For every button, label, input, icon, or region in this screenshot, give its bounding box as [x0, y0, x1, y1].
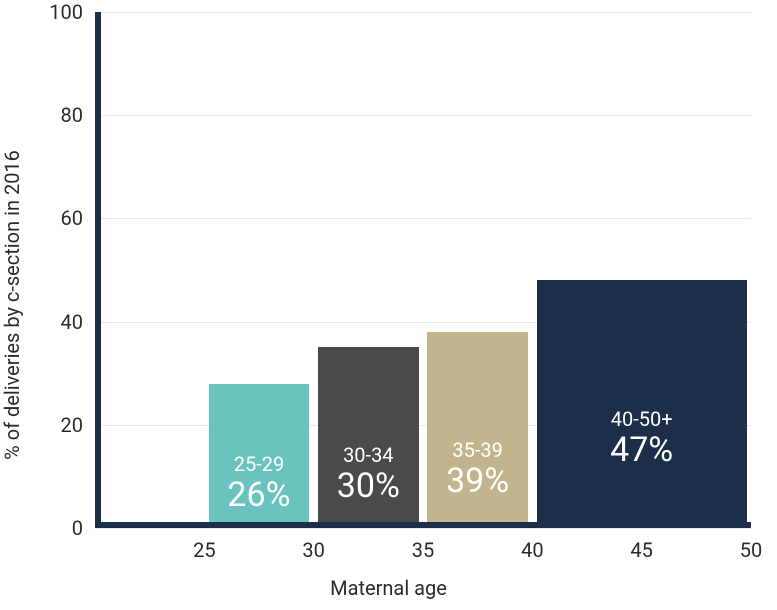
gridline	[95, 218, 751, 219]
x-tick-label: 30	[302, 538, 324, 562]
bar-pct-label: 47%	[537, 433, 747, 469]
bar-0: 25-2926%	[209, 384, 310, 522]
bar-pct-label: 39%	[427, 464, 528, 500]
y-tick-label: 20	[61, 413, 83, 437]
gridline	[95, 115, 751, 116]
bar-range-label: 25-29	[209, 452, 310, 476]
bar-1: 30-3430%	[318, 347, 419, 522]
x-tick-label: 45	[630, 538, 652, 562]
bar-pct-label: 30%	[318, 469, 419, 505]
x-tick-label: 50	[740, 538, 762, 562]
bar-label: 35-3939%	[427, 438, 528, 500]
x-tick-label: 40	[521, 538, 543, 562]
x-axis-label: Maternal age	[0, 576, 777, 600]
bar-2: 35-3939%	[427, 332, 528, 522]
y-axis-line	[95, 12, 101, 528]
gridline	[95, 528, 751, 529]
y-tick-label: 40	[61, 310, 83, 334]
bar-pct-label: 26%	[209, 478, 310, 514]
bar-label: 30-3430%	[318, 443, 419, 505]
gridline	[95, 12, 751, 13]
y-tick-label: 80	[61, 103, 83, 127]
csection-chart: % of deliveries by c-section in 2016 Mat…	[0, 0, 777, 610]
bar-3: 40-50+47%	[537, 280, 747, 522]
bar-range-label: 30-34	[318, 443, 419, 467]
x-tick-label: 35	[412, 538, 434, 562]
y-tick-label: 0	[72, 516, 83, 540]
y-axis-label: % of deliveries by c-section in 2016	[0, 150, 24, 460]
y-tick-label: 100	[49, 0, 83, 24]
bar-range-label: 40-50+	[537, 407, 747, 431]
plot-area: 02040608010025303540455025-2926%30-3430%…	[95, 12, 751, 528]
x-tick-label: 25	[193, 538, 215, 562]
bar-label: 25-2926%	[209, 452, 310, 514]
bar-range-label: 35-39	[427, 438, 528, 462]
bar-label: 40-50+47%	[537, 407, 747, 469]
x-axis-line	[95, 522, 751, 528]
y-tick-label: 60	[61, 206, 83, 230]
